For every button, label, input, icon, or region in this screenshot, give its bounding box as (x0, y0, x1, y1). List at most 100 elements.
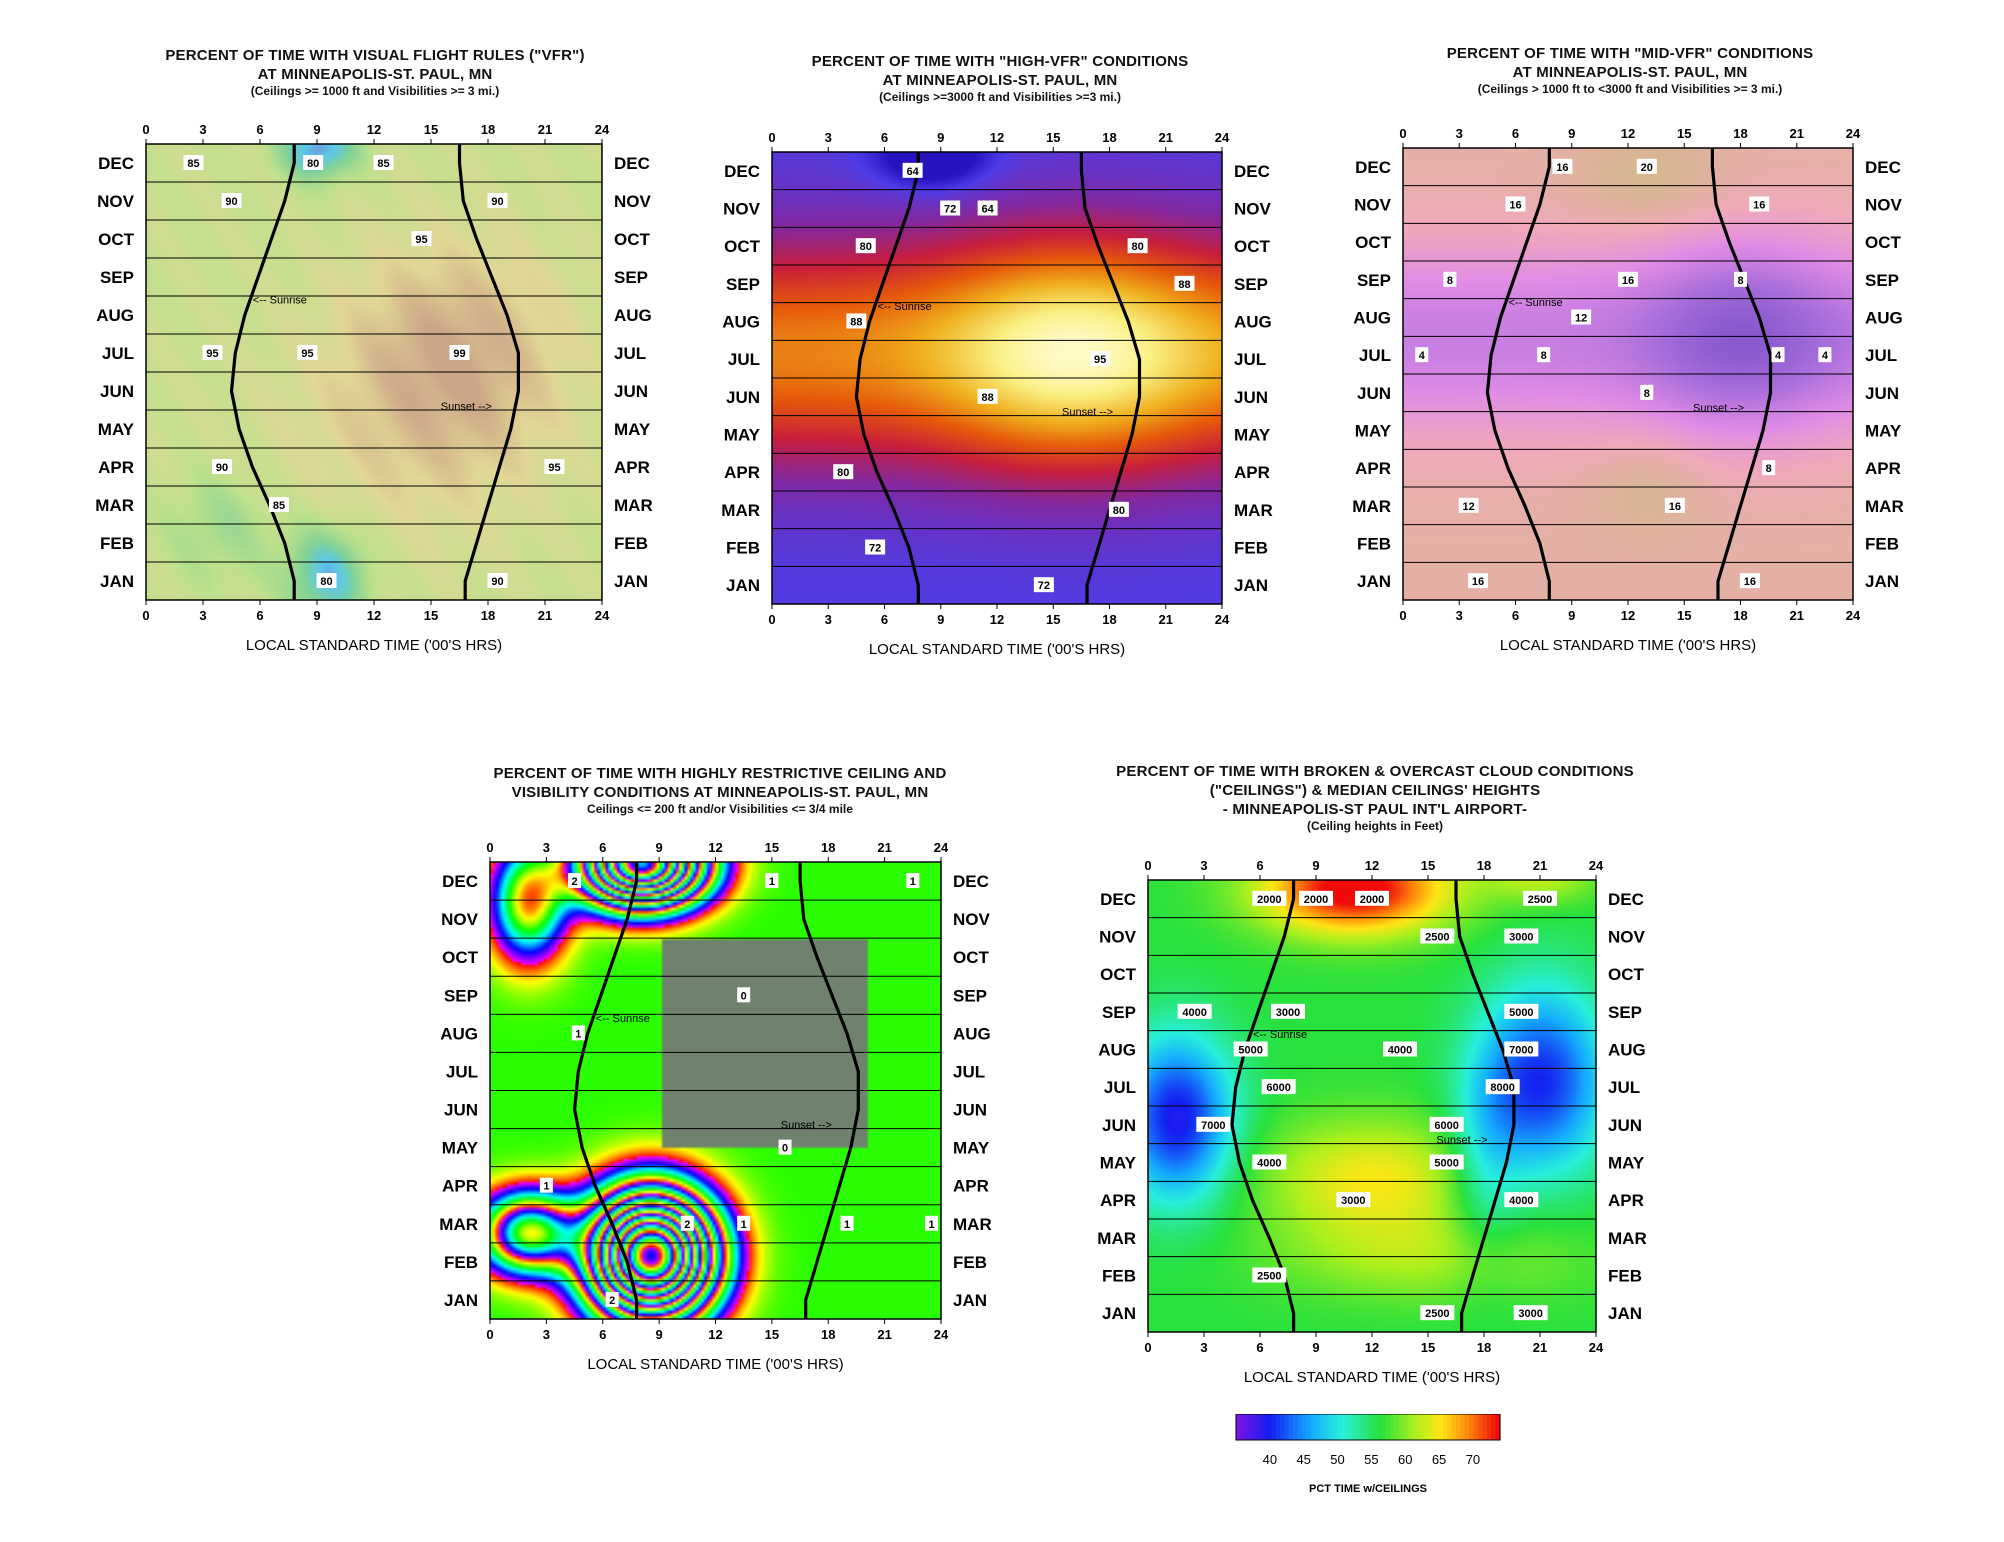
y-tick-label-right: FEB (1234, 539, 1268, 558)
sunrise-curve (229, 144, 296, 600)
colorbar-tick-label: 40 (1263, 1452, 1277, 1467)
x-tick-label: 21 (877, 1327, 891, 1342)
y-tick-label-right: AUG (1865, 309, 1903, 328)
contour-label: 12 (1463, 501, 1475, 513)
y-tick-label-left: SEP (1102, 1003, 1136, 1022)
contour-label: 4 (1822, 350, 1829, 362)
x-tick-label: 12 (708, 840, 722, 855)
x-tick-label: 24 (1215, 130, 1230, 145)
contour-label-bg (539, 1177, 553, 1193)
y-tick-label-left: MAY (1355, 422, 1392, 441)
y-tick-label-left: DEC (98, 154, 134, 173)
title-line: PERCENT OF TIME WITH HIGHLY RESTRICTIVE … (493, 765, 947, 782)
y-tick-label-left: OCT (1100, 965, 1137, 984)
x-tick-label: 0 (1399, 126, 1406, 141)
colorbar-swatch (1434, 1414, 1439, 1440)
x-tick-label: 6 (1256, 1340, 1263, 1355)
contour-label: 90 (216, 462, 228, 474)
y-tick-label-left: NOV (97, 192, 135, 211)
colorbar-swatch (1420, 1414, 1426, 1440)
contour-label: 2 (572, 876, 578, 888)
y-tick-label-right: DEC (614, 154, 650, 173)
contour-label: 0 (741, 990, 747, 1002)
x-tick-label: 12 (990, 612, 1004, 627)
contour-label-bg (1261, 1079, 1296, 1095)
colorbar-swatch (1460, 1414, 1466, 1440)
contour-label-bg (568, 873, 582, 889)
y-tick-label-left: JAN (100, 572, 134, 591)
y-tick-label-right: FEB (614, 534, 648, 553)
contour-label-bg (1468, 573, 1488, 589)
chart-ceilings: 0 0 3 3 6 6 9 9 12 12 15 15 18 18 21 21 24 24 JAN JAN FEB FEB… (1078, 850, 1666, 1386)
x-tick-label: 6 (1256, 858, 1263, 873)
y-tick-label-right: MAR (1608, 1229, 1647, 1248)
y-tick-label-right: JAN (1865, 572, 1899, 591)
colorbar-swatch (1275, 1414, 1281, 1440)
contour-label: 2 (684, 1219, 690, 1231)
contour-label: 0 (782, 1143, 788, 1155)
colorbar-swatch (1464, 1414, 1470, 1440)
chart-title-mid_vfr: PERCENT OF TIME WITH "MID-VFR" CONDITION… (1340, 44, 1920, 97)
contour-label-bg (487, 193, 508, 208)
x-tick-label: 15 (1046, 130, 1060, 145)
colorbar-swatch (1390, 1414, 1395, 1440)
y-tick-label-right: MAR (1865, 497, 1904, 516)
y-tick-label-left: JUL (1359, 346, 1391, 365)
y-tick-label-left: DEC (1100, 890, 1136, 909)
contour-label-bg (1505, 196, 1526, 212)
colorbar-swatch (1310, 1414, 1316, 1440)
y-tick-label-right: JUN (1865, 384, 1899, 403)
contour-label: 5000 (1238, 1045, 1262, 1057)
contour-label: 1 (910, 876, 916, 888)
y-tick-label-right: NOV (953, 910, 991, 929)
x-tick-label: 12 (367, 122, 381, 137)
contour-label: 6000 (1434, 1120, 1458, 1132)
contour-label: 1 (844, 1219, 850, 1231)
y-tick-label-left: AUG (1098, 1041, 1136, 1060)
y-tick-label-left: JAN (444, 1291, 478, 1310)
y-tick-label-right: NOV (614, 192, 652, 211)
colorbar-swatch (1302, 1414, 1307, 1440)
contour-label-bg (1252, 890, 1287, 906)
title-line: ("CEILINGS") & MEDIAN CEILINGS' HEIGHTS (1209, 782, 1541, 799)
contour-label: 90 (225, 196, 237, 208)
contour-label: 2000 (1304, 894, 1328, 906)
y-tick-label-left: NOV (1354, 196, 1392, 215)
chart-title-vfr: PERCENT OF TIME WITH VISUAL FLIGHT RULES… (95, 46, 655, 99)
contour-label: 80 (860, 241, 872, 253)
y-tick-label-left: MAY (724, 426, 761, 445)
contour-label: 95 (415, 234, 427, 246)
contour-label: 7000 (1201, 1120, 1225, 1132)
x-tick-label: 0 (486, 840, 493, 855)
y-tick-label-left: JUL (102, 344, 134, 363)
x-tick-label: 21 (1790, 608, 1804, 623)
contour-label: 64 (982, 204, 995, 216)
colorbar-swatch (1412, 1414, 1417, 1440)
colorbar-swatch (1288, 1414, 1294, 1440)
contour-label-bg (544, 459, 565, 474)
contour-label-bg (297, 345, 318, 360)
y-tick-label-right: FEB (1608, 1267, 1642, 1286)
sunrise-annotation: <-- Sunrise (253, 295, 307, 307)
y-tick-label-right: APR (1865, 459, 1901, 478)
y-tick-label-left: APR (1100, 1191, 1136, 1210)
colorbar-swatch (1491, 1414, 1497, 1440)
y-tick-label-left: SEP (100, 268, 134, 287)
y-tick-label-right: APR (1234, 463, 1270, 482)
contour-label: 95 (548, 462, 560, 474)
x-tick-label: 24 (1846, 126, 1861, 141)
contour-label-bg (303, 155, 324, 170)
contour-label-bg (1771, 347, 1785, 363)
y-tick-label-right: DEC (1865, 158, 1901, 177)
x-tick-label: 3 (543, 1327, 550, 1342)
y-tick-label-right: JUL (1234, 350, 1266, 369)
colorbar-swatch (1284, 1414, 1290, 1440)
y-tick-label-right: SEP (1865, 271, 1899, 290)
contour-label: 16 (1509, 200, 1521, 212)
chart-subtitle: (Ceiling heights in Feet) (1306, 819, 1443, 833)
contour-label: 2500 (1528, 894, 1552, 906)
y-tick-label-left: JUN (100, 382, 134, 401)
x-tick-label: 9 (656, 840, 663, 855)
contour-label: 5000 (1434, 1158, 1458, 1170)
y-tick-label-left: APR (98, 458, 134, 477)
